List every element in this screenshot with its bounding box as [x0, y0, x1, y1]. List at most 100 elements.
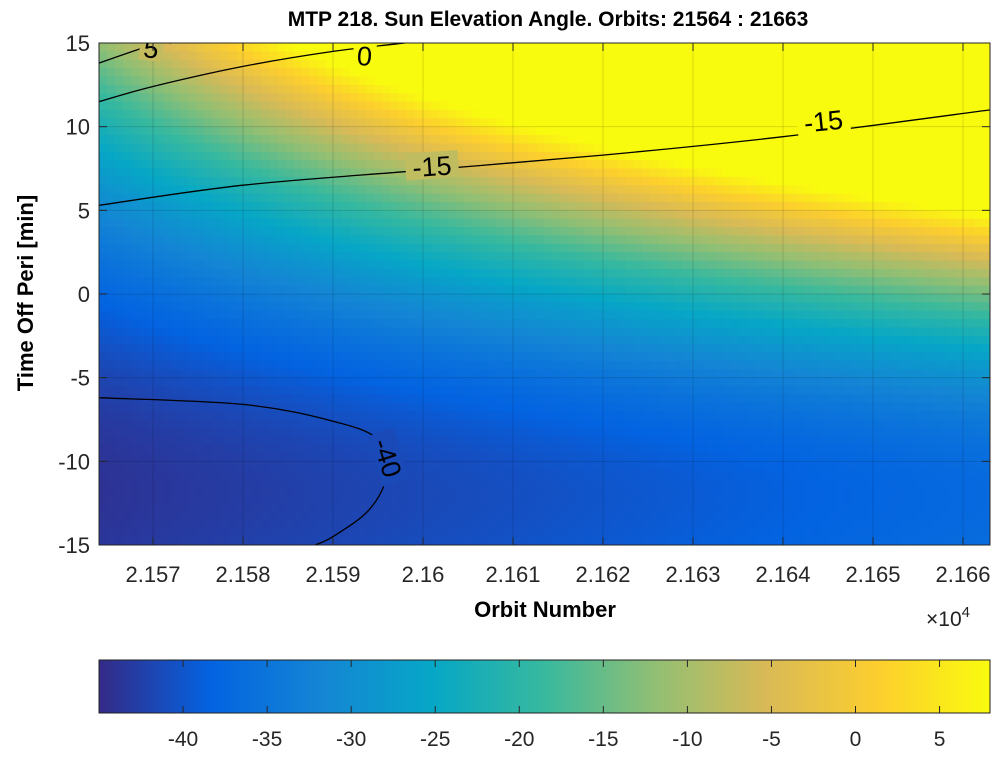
- heat-cell: [512, 76, 521, 86]
- heat-cell: [617, 503, 627, 513]
- heat-cell: [374, 143, 384, 153]
- heat-cell: [212, 252, 222, 262]
- heat-cell: [358, 335, 367, 345]
- heat-cell: [479, 277, 489, 287]
- heat-cell: [220, 436, 230, 446]
- heat-cell: [763, 59, 772, 69]
- heat-cell: [115, 218, 124, 228]
- heat-cell: [747, 386, 756, 395]
- heat-cell: [714, 419, 724, 429]
- heat-cell: [560, 478, 570, 488]
- heat-cell: [455, 536, 465, 545]
- heat-cell: [366, 101, 375, 111]
- heat-cell: [414, 294, 424, 303]
- heat-cell: [455, 469, 465, 479]
- heat-cell: [252, 419, 262, 429]
- heat-cell: [504, 218, 513, 228]
- heat-cell: [374, 411, 384, 421]
- heat-cell: [714, 277, 724, 287]
- heat-cell: [520, 503, 529, 513]
- heat-cell: [512, 268, 521, 278]
- heat-cell: [342, 402, 351, 412]
- heat-cell: [576, 511, 586, 521]
- heat-cell: [220, 126, 230, 136]
- heat-cell: [576, 218, 586, 228]
- heat-cell: [706, 109, 716, 119]
- heat-cell: [147, 478, 157, 488]
- heat-cell: [382, 511, 392, 521]
- heat-cell: [495, 478, 505, 488]
- heat-cell: [536, 268, 546, 278]
- heat-cell: [204, 101, 213, 111]
- heat-cell: [495, 469, 505, 479]
- heat-cell: [439, 411, 448, 421]
- heat-cell: [568, 360, 578, 370]
- heat-cell: [382, 394, 392, 404]
- heat-cell: [414, 369, 424, 379]
- heat-cell: [180, 436, 189, 446]
- heat-cell: [544, 235, 554, 245]
- heat-cell: [528, 76, 537, 86]
- heat-cell: [641, 143, 651, 153]
- heat-cell: [747, 294, 756, 303]
- heat-cell: [99, 511, 108, 521]
- heat-cell: [155, 277, 165, 287]
- heat-cell: [512, 176, 521, 186]
- heat-cell: [544, 327, 554, 337]
- heat-cell: [147, 394, 157, 404]
- heat-cell: [560, 352, 570, 362]
- heat-cell: [552, 193, 562, 203]
- heat-cell: [763, 268, 772, 278]
- heat-cell: [374, 118, 384, 128]
- heat-cell: [261, 151, 270, 161]
- heat-cell: [180, 411, 189, 421]
- heat-cell: [180, 43, 189, 52]
- heat-cell: [495, 43, 505, 52]
- heat-cell: [657, 252, 667, 262]
- heat-cell: [277, 394, 286, 404]
- heat-cell: [431, 444, 440, 454]
- heat-cell: [204, 427, 213, 437]
- heat-cell: [131, 68, 141, 78]
- heat-cell: [123, 277, 132, 287]
- heat-cell: [139, 93, 149, 103]
- heat-cell: [560, 227, 570, 237]
- heat-cell: [204, 68, 213, 78]
- heat-cell: [617, 118, 627, 128]
- heat-cell: [252, 43, 262, 52]
- heat-cell: [722, 461, 732, 471]
- heat-cell: [131, 402, 141, 412]
- heat-cell: [293, 268, 303, 278]
- heat-cell: [342, 151, 351, 161]
- heat-cell: [763, 344, 772, 354]
- heat-cell: [366, 76, 375, 86]
- heat-cell: [439, 135, 448, 144]
- heat-cell: [374, 469, 384, 479]
- heat-cell: [333, 519, 343, 529]
- heat-cell: [163, 143, 173, 153]
- heat-cell: [196, 227, 205, 237]
- heat-cell: [115, 243, 124, 253]
- heat-cell: [722, 168, 732, 178]
- heat-cell: [204, 494, 213, 504]
- heat-cell: [196, 93, 205, 103]
- heat-cell: [196, 193, 205, 203]
- heat-cell: [196, 84, 205, 94]
- heat-cell: [520, 201, 529, 211]
- heat-cell: [414, 402, 424, 412]
- heat-cell: [309, 377, 319, 387]
- heat-cell: [325, 344, 335, 354]
- heat-cell: [285, 227, 294, 237]
- heat-cell: [568, 101, 578, 111]
- heat-cell: [609, 93, 618, 103]
- heat-cell: [107, 352, 116, 362]
- heat-cell: [163, 43, 173, 52]
- heat-cell: [252, 93, 262, 103]
- heat-cell: [398, 168, 408, 178]
- heat-cell: [228, 486, 238, 496]
- heat-cell: [204, 302, 213, 312]
- heat-cell: [690, 176, 699, 186]
- heat-cell: [463, 243, 473, 253]
- heat-cell: [722, 519, 732, 529]
- heat-cell: [123, 319, 132, 329]
